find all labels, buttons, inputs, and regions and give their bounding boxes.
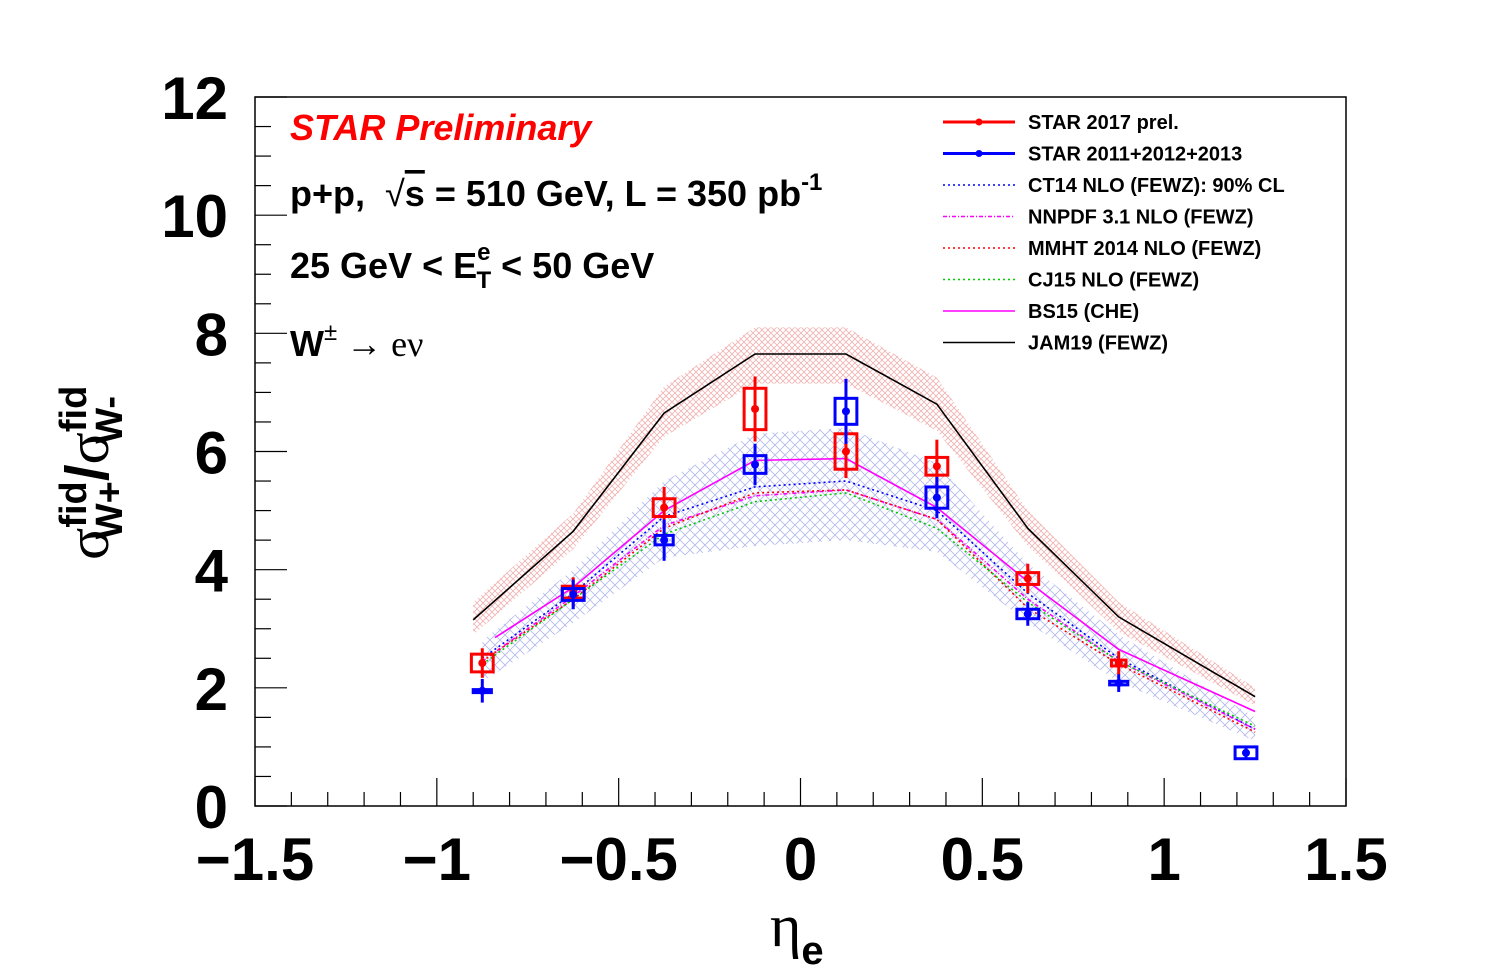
data-point bbox=[1241, 748, 1250, 757]
y-title-sigma2: σ bbox=[55, 432, 121, 464]
collision-info: p+p, √s = 510 GeV, L = 350 pb-1 bbox=[290, 169, 822, 214]
syst-box bbox=[742, 454, 768, 475]
x-tick-label: −0.5 bbox=[559, 826, 677, 893]
x-axis-title-main: η bbox=[770, 893, 801, 959]
y-tick-label: 8 bbox=[195, 301, 228, 368]
syst-box bbox=[653, 533, 675, 547]
legend-label: CJ15 NLO (FEWZ) bbox=[1028, 270, 1199, 292]
syst-box bbox=[560, 587, 586, 602]
syst-box bbox=[1233, 745, 1259, 761]
kinematic-cut: 25 GeV < Ee T < 50 GeV bbox=[290, 239, 654, 294]
y-title-sub1: W+ bbox=[89, 481, 131, 539]
data-point bbox=[478, 686, 487, 695]
legend-label: NNPDF 3.1 NLO (FEWZ) bbox=[1028, 207, 1254, 229]
legend-label: CT14 NLO (FEWZ): 90% CL bbox=[1028, 175, 1285, 197]
y-title-slash: / bbox=[54, 464, 121, 481]
syst-box bbox=[469, 652, 495, 674]
data-point bbox=[478, 659, 487, 668]
legend-label: STAR 2017 prel. bbox=[1028, 112, 1179, 134]
y-tick-label: 6 bbox=[195, 420, 228, 487]
sqrt-symbol: √ bbox=[385, 173, 405, 214]
x-tick-label: 1 bbox=[1147, 826, 1180, 893]
band-2 bbox=[482, 427, 1256, 741]
theory-line-7 bbox=[472, 353, 1256, 698]
x-axis-title: ηe bbox=[770, 893, 824, 972]
data-point bbox=[569, 590, 578, 599]
y-axis-title: σfidW+/σfidW- bbox=[53, 386, 131, 560]
process-label: W± → eν bbox=[290, 319, 423, 364]
axis-ticks bbox=[254, 96, 1347, 807]
theory-bands bbox=[473, 327, 1256, 741]
kinematic-cut-b: < 50 GeV bbox=[491, 245, 654, 286]
y-title-sigma1: σ bbox=[55, 528, 121, 560]
syst-box bbox=[1015, 571, 1041, 586]
x-tick-label: 0 bbox=[784, 826, 817, 893]
legend-label: MMHT 2014 NLO (FEWZ) bbox=[1028, 238, 1261, 260]
legend-swatch-marker bbox=[975, 118, 983, 126]
syst-box bbox=[924, 455, 950, 477]
x-tick-label: 0.5 bbox=[941, 826, 1024, 893]
y-title-sub2: W- bbox=[89, 396, 131, 444]
syst-box bbox=[1015, 607, 1041, 621]
kinematic-cut-sub: T bbox=[476, 267, 491, 294]
y-tick-label: 10 bbox=[161, 183, 228, 250]
y-title-sup2: fid bbox=[53, 386, 95, 432]
sqrt-s: s bbox=[405, 173, 425, 214]
process-b: → eν bbox=[337, 324, 423, 364]
y-tick-label: 12 bbox=[161, 65, 228, 132]
legend-swatch-marker bbox=[975, 150, 983, 157]
kinematic-cut-sup: e bbox=[477, 239, 490, 266]
data-point bbox=[1114, 659, 1123, 668]
data-point bbox=[1023, 574, 1032, 583]
data-point bbox=[751, 404, 760, 413]
svg-text:σfidW+/σfidW-: σfidW+/σfidW- bbox=[53, 386, 131, 560]
star-preliminary-label: STAR Preliminary bbox=[290, 107, 593, 148]
data-points bbox=[469, 376, 1259, 761]
theory-line-3 bbox=[481, 489, 1256, 730]
data-point bbox=[660, 503, 669, 512]
data-point bbox=[1114, 679, 1123, 688]
process-w: W bbox=[290, 323, 324, 364]
band-7 bbox=[473, 327, 1256, 706]
legend: STAR 2017 prel. STAR 2011+2012+2013 CT14 N… bbox=[943, 112, 1285, 355]
syst-box bbox=[651, 497, 677, 518]
y-tick-label: 2 bbox=[195, 656, 228, 723]
x-tick-label: 1.5 bbox=[1304, 826, 1387, 893]
data-point bbox=[1023, 609, 1032, 618]
y-tick-label: 0 bbox=[195, 774, 228, 841]
collision-info-a: p+p, bbox=[290, 173, 365, 214]
y-title-sup1: fid bbox=[53, 481, 95, 527]
kinematic-cut-a: 25 GeV < E bbox=[290, 245, 477, 286]
data-point bbox=[932, 493, 941, 502]
legend-label: BS15 (CHE) bbox=[1028, 301, 1139, 323]
syst-box bbox=[833, 396, 859, 426]
lumi-exponent: -1 bbox=[801, 169, 822, 196]
x-axis-title-sub: e bbox=[801, 929, 823, 972]
data-point bbox=[841, 447, 850, 456]
x-tick-label: −1 bbox=[403, 826, 471, 893]
legend-label: STAR 2011+2012+2013 bbox=[1028, 144, 1242, 166]
data-point bbox=[751, 460, 760, 469]
collision-info-b: = 510 GeV, L = 350 pb bbox=[425, 173, 801, 214]
data-point bbox=[932, 462, 941, 471]
legend-label: JAM19 (FEWZ) bbox=[1028, 333, 1168, 355]
theory-line-2 bbox=[481, 480, 1256, 730]
theory-line-5 bbox=[481, 492, 1256, 727]
tick-labels: −1.5 −1 −0.5 0 0.5 1 1.5 0 2 4 6 8 10 12 bbox=[161, 65, 1387, 893]
syst-box bbox=[742, 386, 768, 432]
data-point bbox=[660, 536, 669, 545]
x-tick-label: −1.5 bbox=[196, 826, 314, 893]
data-point bbox=[841, 407, 850, 416]
syst-box bbox=[924, 485, 950, 510]
process-sup: ± bbox=[324, 319, 337, 346]
y-tick-label: 4 bbox=[195, 538, 229, 605]
